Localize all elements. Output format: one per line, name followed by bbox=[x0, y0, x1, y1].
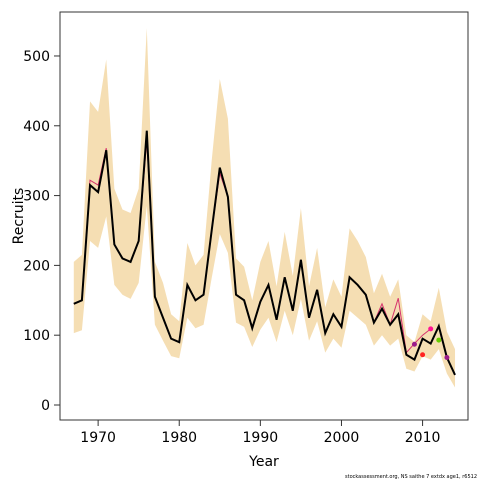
end-point bbox=[444, 355, 450, 361]
end-point bbox=[428, 326, 434, 332]
end-point bbox=[436, 337, 442, 343]
x-tick-label: 2000 bbox=[324, 430, 360, 446]
y-axis-label: Recruits bbox=[11, 188, 27, 245]
x-tick-label: 2010 bbox=[405, 430, 441, 446]
series-line bbox=[73, 130, 456, 376]
y-tick-label: 200 bbox=[23, 258, 50, 274]
x-axis-label: Year bbox=[248, 454, 279, 470]
confidence-band bbox=[73, 28, 456, 388]
x-tick-label: 1970 bbox=[80, 430, 116, 446]
footnote: stockassessment.org, NS saithe 7 extdx a… bbox=[345, 474, 477, 480]
y-tick-label: 300 bbox=[23, 189, 50, 205]
end-point bbox=[411, 341, 417, 347]
plot-frame bbox=[59, 11, 469, 421]
y-tick-label: 0 bbox=[41, 398, 50, 414]
y-tick-label: 500 bbox=[23, 49, 50, 65]
x-tick-label: 1990 bbox=[243, 430, 279, 446]
x-tick-label: 1980 bbox=[161, 430, 197, 446]
y-tick-label: 100 bbox=[23, 328, 50, 344]
y-tick-label: 400 bbox=[23, 119, 50, 135]
end-point bbox=[420, 352, 426, 358]
